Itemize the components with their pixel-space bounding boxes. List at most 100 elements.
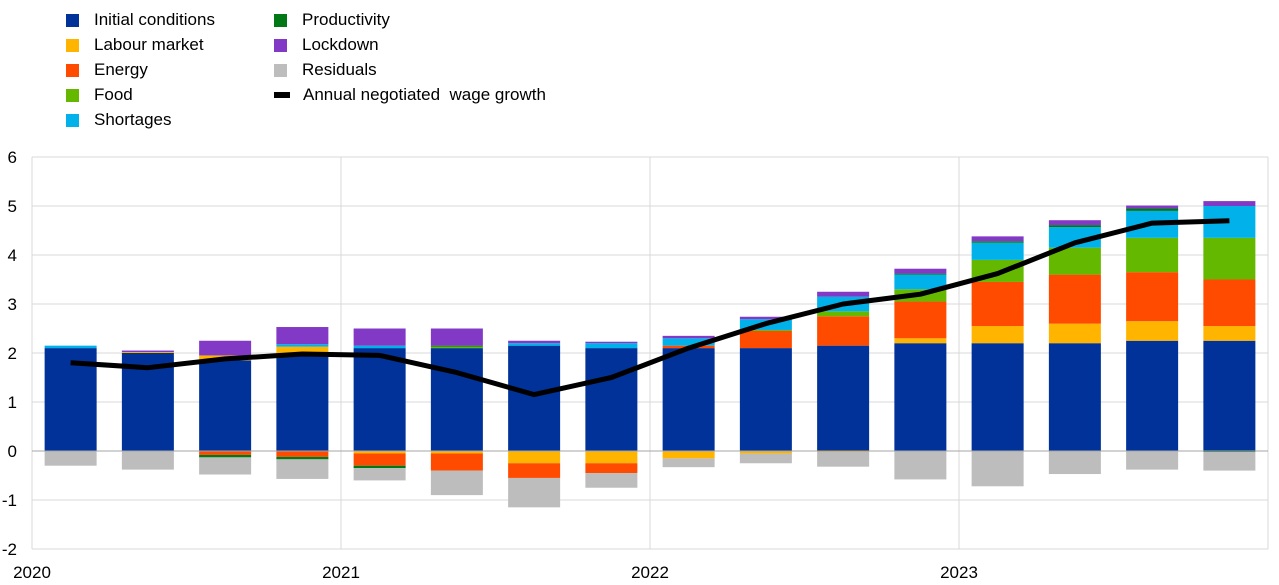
legend-label: Lockdown — [302, 35, 379, 54]
bar-segment — [662, 348, 715, 451]
bar-segment — [971, 236, 1024, 242]
bar-segment — [817, 316, 870, 346]
bar-segment — [1203, 326, 1256, 341]
legend-label: Annual negotiated wage growth — [303, 85, 546, 104]
bar-segment — [1048, 225, 1101, 228]
bar-segment — [1203, 451, 1256, 471]
y-tick-label: 3 — [8, 295, 17, 314]
y-tick-label: -1 — [2, 491, 17, 510]
bar-segment — [1126, 451, 1179, 470]
bar-segment — [121, 350, 174, 353]
bar-segment — [739, 330, 792, 349]
bar-segment — [585, 348, 638, 451]
bar-segment — [199, 457, 252, 475]
bar-segment — [971, 241, 1024, 243]
bar-segment — [1203, 201, 1256, 206]
x-tick-label: 2021 — [322, 563, 360, 582]
bar-segment — [662, 335, 715, 339]
bar-segment — [585, 341, 638, 344]
bar-segment — [276, 456, 329, 460]
bar-segment — [1048, 227, 1101, 248]
y-tick-label: -2 — [2, 540, 17, 559]
bar-segment — [199, 340, 252, 356]
bar-segment — [662, 458, 715, 468]
bar-segment — [1203, 279, 1256, 327]
legend-swatch — [274, 63, 287, 77]
legend-swatch — [66, 13, 79, 27]
legend-item: Annual negotiated wage growth — [274, 84, 546, 106]
bar-segment — [662, 338, 715, 346]
bar-segment — [817, 451, 870, 467]
y-tick-label: 1 — [8, 393, 17, 412]
bar-segment — [199, 451, 252, 455]
legend-label: Residuals — [302, 60, 377, 79]
bar-segment — [121, 352, 174, 353]
bar-segment — [276, 451, 329, 457]
bar-segment — [199, 454, 252, 458]
legend-swatch — [66, 38, 79, 52]
legend-swatch — [274, 38, 287, 52]
bar-segment — [817, 291, 870, 297]
x-tick-label: 2023 — [940, 563, 978, 582]
bar-segment — [817, 311, 870, 317]
legend-swatch — [274, 92, 290, 98]
bar-segment — [1203, 340, 1256, 451]
bar-segment — [585, 473, 638, 488]
bar-segment — [353, 453, 406, 466]
bar-segment — [1203, 237, 1256, 280]
legend-label: Initial conditions — [94, 10, 215, 29]
bar-segment — [430, 345, 483, 347]
legend-item: Shortages — [66, 109, 172, 131]
bar-segment — [585, 343, 638, 349]
bar-segment — [430, 451, 483, 454]
bar-segment — [1126, 272, 1179, 322]
bar-segment — [276, 353, 329, 451]
bar-segment — [430, 470, 483, 496]
y-tick-label: 5 — [8, 197, 17, 216]
legend-label: Labour market — [94, 35, 204, 54]
bar-segment — [1048, 343, 1101, 451]
bar-segment — [508, 340, 561, 344]
legend-item: Lockdown — [274, 34, 379, 56]
legend-swatch — [66, 113, 79, 127]
legend-label: Shortages — [94, 110, 172, 129]
legend-label: Productivity — [302, 10, 390, 29]
wage-growth-line — [70, 218, 1230, 398]
bar-segment — [739, 316, 792, 320]
legend-item: Initial conditions — [66, 9, 215, 31]
legend-swatch — [66, 88, 79, 102]
bar-segment — [430, 453, 483, 471]
y-tick-label: 4 — [8, 246, 17, 265]
bar-segment — [894, 268, 947, 274]
bar-segment — [1048, 323, 1101, 344]
bar-segment — [971, 281, 1024, 327]
bar-segment — [739, 453, 792, 464]
bar-segment — [662, 451, 715, 459]
bar-segment — [276, 459, 329, 479]
legend-item: Labour market — [66, 34, 204, 56]
bar-segment — [44, 451, 97, 466]
y-tick-label: 0 — [8, 442, 17, 461]
bar-segment — [508, 463, 561, 478]
bar-segment — [508, 451, 561, 464]
legend-swatch — [66, 63, 79, 77]
bar-segment — [121, 451, 174, 470]
bar-segment — [739, 348, 792, 451]
legend: Initial conditions Labour market Energy Foo… — [0, 0, 1279, 140]
bar-segment — [585, 451, 638, 464]
bar-segment — [585, 463, 638, 474]
bar-segment — [430, 328, 483, 346]
legend-label: Energy — [94, 60, 148, 79]
legend-swatch — [274, 13, 287, 27]
bar-segment — [894, 273, 947, 275]
bar-segment — [894, 301, 947, 339]
bar-segment — [430, 346, 483, 349]
bar-segment — [353, 328, 406, 346]
bar-segment — [971, 451, 1024, 487]
legend-item: Food — [66, 84, 133, 106]
legend-label: Food — [94, 85, 133, 104]
bar-segment — [508, 477, 561, 508]
bar-segment — [971, 343, 1024, 451]
bar-segment — [894, 274, 947, 290]
bar-segment — [353, 465, 406, 469]
